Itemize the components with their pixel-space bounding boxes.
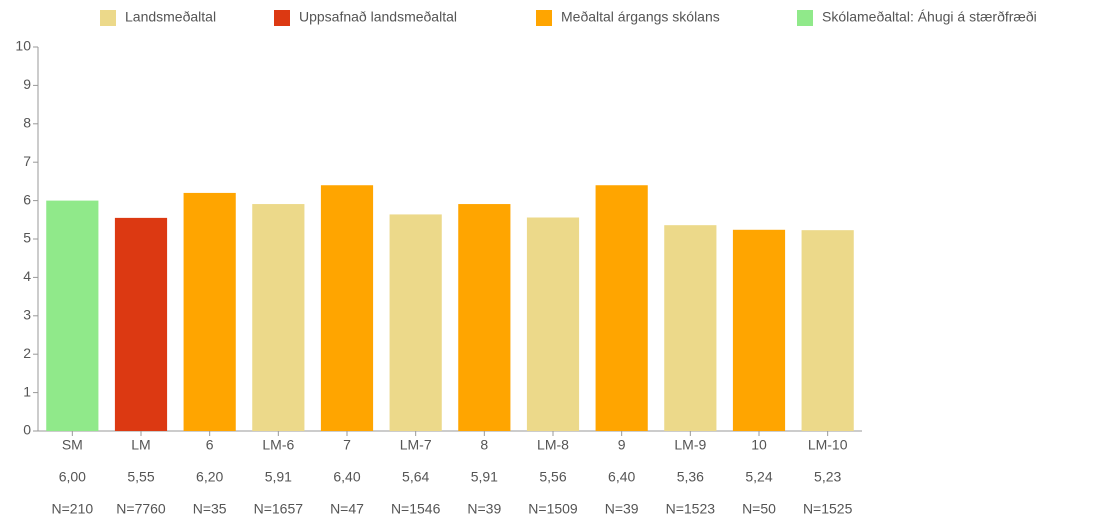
bar [732, 229, 786, 431]
x-tick-label: LM-8 [537, 437, 569, 453]
x-tick-label: 9 [618, 437, 626, 453]
n-label: N=47 [330, 501, 364, 517]
x-tick-label: SM [62, 437, 83, 453]
value-label: 5,24 [745, 469, 772, 485]
value-label: 5,64 [402, 469, 429, 485]
bar [183, 192, 236, 431]
x-tick-label: LM-7 [400, 437, 432, 453]
x-tick-label: LM [131, 437, 150, 453]
bar [46, 200, 99, 431]
bar [801, 230, 854, 431]
bar [458, 204, 511, 431]
y-tick-label: 0 [23, 422, 31, 438]
x-tick-label: 10 [751, 437, 767, 453]
value-label: 5,91 [265, 469, 292, 485]
bar [526, 217, 580, 431]
value-label: 6,40 [608, 469, 635, 485]
n-label: N=1546 [391, 501, 441, 517]
x-tick-label: LM-10 [808, 437, 848, 453]
n-label: N=35 [193, 501, 227, 517]
legend-swatch [536, 10, 552, 26]
value-label: 6,40 [333, 469, 360, 485]
legend-swatch [274, 10, 290, 26]
x-tick-label: 6 [206, 437, 214, 453]
bar [595, 185, 648, 431]
x-tick-label: LM-6 [262, 437, 294, 453]
n-label: N=7760 [116, 501, 166, 517]
n-label: N=210 [52, 501, 94, 517]
n-label: N=1657 [254, 501, 304, 517]
value-label: 5,36 [677, 469, 704, 485]
y-tick-label: 8 [23, 115, 31, 131]
y-tick-label: 7 [23, 153, 31, 169]
y-tick-label: 5 [23, 230, 31, 246]
value-label: 5,23 [814, 469, 841, 485]
y-tick-label: 4 [23, 268, 31, 284]
n-label: N=1525 [803, 501, 853, 517]
x-tick-label: 8 [480, 437, 488, 453]
value-label: 6,20 [196, 469, 223, 485]
y-tick-label: 10 [15, 38, 31, 54]
n-label: N=39 [467, 501, 501, 517]
n-label: N=1509 [528, 501, 578, 517]
n-label: N=1523 [666, 501, 716, 517]
value-label: 6,00 [59, 469, 86, 485]
y-tick-label: 1 [23, 383, 31, 399]
n-label: N=50 [742, 501, 776, 517]
bar [114, 217, 168, 431]
legend-label: Skólameðaltal: Áhugi á stærðfræði [822, 9, 1037, 25]
y-tick-label: 6 [23, 191, 31, 207]
x-tick-label: LM-9 [674, 437, 706, 453]
y-tick-label: 2 [23, 345, 31, 361]
legend-label: Meðaltal árgangs skólans [561, 9, 720, 25]
y-tick-label: 9 [23, 76, 31, 92]
y-tick-label: 3 [23, 307, 31, 323]
value-label: 5,55 [127, 469, 154, 485]
legend-label: Landsmeðaltal [125, 9, 216, 25]
x-tick-label: 7 [343, 437, 351, 453]
value-label: 5,56 [539, 469, 566, 485]
legend-label: Uppsafnað landsmeðaltal [299, 9, 457, 25]
legend-swatch [100, 10, 116, 26]
n-label: N=39 [605, 501, 639, 517]
bar [252, 204, 305, 431]
value-label: 5,91 [471, 469, 498, 485]
bar [664, 225, 717, 431]
bar [320, 185, 374, 431]
legend-swatch [797, 10, 813, 26]
bar [389, 214, 442, 431]
